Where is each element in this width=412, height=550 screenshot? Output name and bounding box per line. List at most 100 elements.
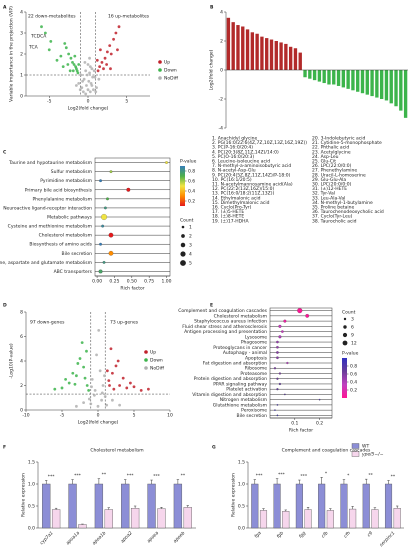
- bar: [94, 483, 104, 529]
- y-tick-label: 1.5: [28, 460, 35, 466]
- y-tick-label: 2: [220, 39, 223, 45]
- y-axis-label: -Log10(P-value): [9, 343, 15, 379]
- size-legend-marker: [180, 251, 186, 257]
- point: [68, 69, 72, 73]
- point: [83, 61, 87, 64]
- bubble: [274, 409, 276, 411]
- point: [100, 398, 103, 402]
- legend-swatch: [351, 451, 360, 457]
- category-label: Taurine and hypotaurine metabolism: [8, 160, 92, 166]
- size-legend-marker: [343, 317, 347, 321]
- bar: [241, 26, 245, 70]
- x-tick-label: 0.1: [291, 421, 298, 427]
- legend-marker: [158, 76, 162, 80]
- bar: [295, 483, 303, 529]
- bar: [375, 70, 379, 98]
- x-axis-label: Log2(fold change): [78, 420, 119, 426]
- size-legend-label: 2: [189, 234, 192, 240]
- point: [87, 397, 91, 401]
- point: [71, 69, 75, 73]
- bar: [288, 46, 293, 70]
- bar: [346, 70, 350, 89]
- y-tick-label: 4: [20, 359, 23, 365]
- colorbar-label: 0.6: [350, 372, 357, 378]
- x-axis-label: Log2(fold change): [68, 106, 109, 112]
- size-legend-marker: [181, 225, 185, 229]
- point: [89, 402, 93, 406]
- size-legend-label: 9: [351, 333, 354, 339]
- point: [114, 364, 118, 368]
- compound-name: 6. Leucine-isoleucine acid: [212, 159, 270, 165]
- point: [72, 63, 76, 66]
- category-label: Bile secretion: [61, 251, 92, 257]
- compound-name: 10. PC(16:1/20:5): [212, 177, 252, 183]
- point: [81, 90, 85, 94]
- category-label: Autophagy - animal: [223, 350, 267, 356]
- compound-name: 7. N-methyl-a-aminoisobutyric acid: [212, 163, 291, 169]
- bar: [326, 510, 334, 529]
- point: [121, 376, 125, 380]
- point: [111, 398, 114, 402]
- size-legend-label: 4: [189, 252, 192, 258]
- compound-name: 25. Glu-Cit: [312, 159, 336, 165]
- bubble: [273, 367, 277, 370]
- compound-name: 31. (±)12-HETE: [312, 186, 347, 192]
- significance: ***: [48, 474, 56, 480]
- point: [109, 347, 113, 351]
- x-tick-label: 0: [87, 99, 90, 105]
- y-tick-label: -2: [219, 97, 224, 103]
- point: [93, 393, 96, 397]
- bar: [393, 508, 401, 529]
- bubble: [108, 250, 114, 256]
- point: [95, 58, 99, 62]
- compound-name: 20. 3-Indolebutyric acid: [312, 136, 366, 142]
- x-axis-label: Rich factor: [289, 428, 313, 434]
- bubble: [318, 398, 321, 401]
- bar: [336, 70, 341, 86]
- point: [76, 71, 80, 75]
- y-tick-label: 6: [20, 334, 23, 340]
- point: [129, 381, 132, 385]
- category-label: Alanine, aspartate and glutamate metabol…: [0, 260, 92, 266]
- x-tick-label: fgg: [298, 530, 308, 540]
- point: [64, 46, 68, 50]
- category-label: Proteoglycans in cancer: [213, 345, 267, 351]
- x-tick-label: apoa2: [119, 530, 133, 544]
- x-tick-label: 1.00: [162, 279, 172, 285]
- point: [85, 384, 89, 387]
- y-tick-label: 8: [20, 310, 23, 316]
- compound-name: 27. Phenethylamine: [312, 168, 357, 174]
- category-label: Sulfur metabolism: [51, 169, 92, 175]
- bar: [365, 70, 369, 95]
- bubble: [102, 260, 106, 264]
- legend-label: NoDiff: [164, 76, 179, 82]
- point: [74, 67, 78, 71]
- point: [71, 61, 74, 64]
- significance: **: [391, 474, 396, 480]
- point: [82, 401, 85, 405]
- x-tick-label: 0.75: [144, 279, 154, 285]
- bar: [236, 25, 240, 70]
- x-tick-label: 0.2: [316, 421, 323, 427]
- bar: [384, 70, 389, 101]
- y-tick-label: 0.0: [28, 526, 35, 532]
- point: [109, 52, 113, 56]
- point: [109, 67, 112, 71]
- bar: [157, 508, 166, 529]
- point: [147, 387, 150, 391]
- x-axis-label: Rich factor: [120, 286, 144, 292]
- panel-letter: C: [3, 150, 7, 156]
- bubble: [101, 224, 105, 228]
- compound-name: 36. Taurochenodeoxycholic acid: [312, 209, 384, 215]
- y-tick-label: 1.0: [28, 482, 35, 488]
- point: [96, 69, 100, 73]
- colorbar-label: 0.2: [350, 388, 357, 394]
- point: [63, 42, 67, 45]
- size-legend-label: 12: [351, 341, 357, 347]
- point: [76, 362, 80, 365]
- point: [67, 52, 71, 56]
- size-legend-title: Count: [342, 310, 356, 316]
- bar: [356, 70, 360, 92]
- category-label: Cysteine and methionine metabolism: [8, 224, 92, 230]
